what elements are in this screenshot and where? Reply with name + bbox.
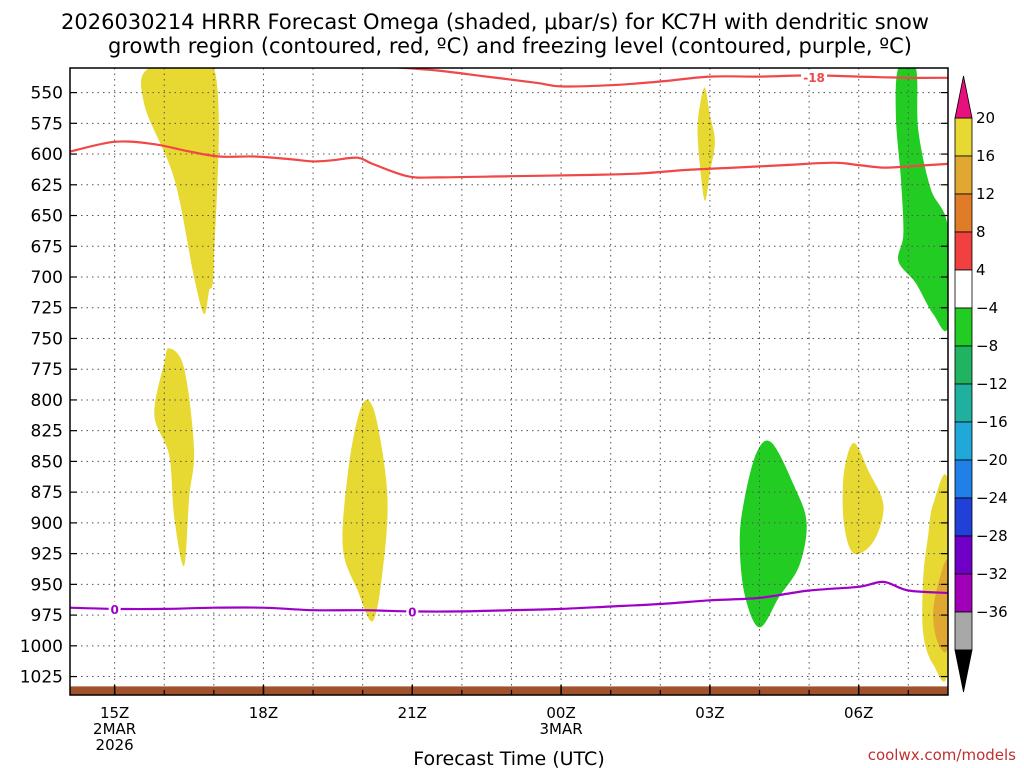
y-tick-label-550: 550 (31, 84, 63, 104)
freezing-level-label-1: 0 (408, 605, 416, 619)
y-tick-label-975: 975 (31, 606, 63, 626)
y-tick-label-725: 725 (31, 299, 63, 319)
y-axis: 550 575 600 625 650 675 700 725 750 775 800 825 850 8… (20, 84, 948, 688)
y-tick-label-600: 600 (31, 145, 63, 165)
colorbar-label-7: −12 (976, 375, 1008, 393)
y-tick-label-925: 925 (31, 545, 63, 565)
y-tick-label-800: 800 (31, 391, 63, 411)
colorbar-label-9: −20 (976, 451, 1008, 469)
colorbar-label-2: 12 (976, 185, 995, 203)
y-tick-label-750: 750 (31, 329, 63, 349)
x-axis-label: Forecast Time (UTC) (413, 748, 604, 768)
colorbar-bin-6 (954, 345, 973, 385)
colorbar-bin-5 (954, 307, 973, 347)
dgz-contour-label-bg (801, 69, 828, 84)
colorbar-bin-8 (954, 421, 973, 461)
omega-region-3 (342, 399, 388, 622)
omega-region-7 (739, 440, 807, 628)
freezing-level-contour (70, 580, 948, 613)
x-tick-label-15-2: 2026 (96, 736, 134, 754)
y-tick-label-950: 950 (31, 575, 63, 595)
y-tick-label-775: 775 (31, 360, 63, 380)
x-tick-label-30-0: 06Z (844, 704, 873, 722)
colorbar-bin-3 (954, 231, 973, 271)
plot-frame (69, 67, 949, 696)
grid-layer (70, 68, 948, 695)
chart-title-line-1: 2026030214 HRRR Forecast Omega (shaded, … (61, 10, 929, 34)
dgz-contour-label: -18 (803, 71, 825, 85)
colorbar-label-10: −24 (976, 489, 1008, 507)
colorbar-bin-9 (954, 459, 973, 499)
colorbar-bin-0 (954, 117, 973, 157)
x-tick-label-24-1: 3MAR (539, 720, 582, 738)
freezing-level-label-bg-1 (406, 604, 419, 619)
omega-region-8 (895, 68, 948, 332)
colorbar-bin-12 (954, 573, 973, 613)
omega-region-0 (141, 68, 219, 314)
colorbar-label-1: 16 (976, 147, 995, 165)
y-tick-label-625: 625 (31, 176, 63, 196)
colorbar-label-6: −8 (976, 337, 998, 355)
y-tick-label-650: 650 (31, 207, 63, 227)
x-tick-label-18-0: 18Z (249, 704, 278, 722)
y-tick-label-875: 875 (31, 483, 63, 503)
y-tick-label-825: 825 (31, 422, 63, 442)
dgz-contour-1 (70, 140, 948, 179)
omega-shading (141, 68, 948, 682)
freezing-level-label-0: 0 (110, 603, 118, 617)
colorbar-bin-2 (954, 193, 973, 233)
colorbar-label-8: −16 (976, 413, 1008, 431)
colorbar-bin-13 (954, 611, 973, 651)
terrain-layer (70, 686, 948, 695)
x-tick-label-24-0: 00Z (546, 704, 575, 722)
x-tick-label-15-1: 2MAR (93, 720, 136, 738)
colorbar-label-5: −4 (976, 299, 998, 317)
colorbar-label-3: 8 (976, 223, 986, 241)
colorbar-top-arrow (954, 75, 973, 119)
y-tick-label-1025: 1025 (20, 668, 63, 688)
colorbar-bin-4 (954, 269, 973, 309)
dgz-contour-0 (388, 68, 948, 88)
colorbar-label-13: −36 (976, 603, 1008, 621)
x-tick-label-27-0: 03Z (695, 704, 724, 722)
colorbar-label-4: 4 (976, 261, 986, 279)
colorbar-bin-11 (954, 535, 973, 575)
colorbar-label-11: −28 (976, 527, 1008, 545)
omega-region-6 (933, 559, 948, 653)
colorbar-bottom-arrow (954, 649, 973, 693)
terrain-strip (70, 686, 948, 695)
y-tick-label-900: 900 (31, 514, 63, 534)
y-tick-label-700: 700 (31, 268, 63, 288)
colorbar-label-0: 20 (976, 109, 995, 127)
omega-region-4 (842, 442, 884, 555)
x-tick-label-15-0: 15Z (100, 704, 129, 722)
y-tick-label-575: 575 (31, 114, 63, 134)
y-tick-label-1000: 1000 (20, 637, 63, 657)
contour-layer: -18 0 0 (70, 68, 948, 619)
omega-region-1 (697, 87, 715, 201)
y-tick-label-675: 675 (31, 237, 63, 257)
credit-text: coolwx.com/models (868, 746, 1016, 764)
colorbar-bin-10 (954, 497, 973, 537)
colorbar-bin-7 (954, 383, 973, 423)
colorbar-label-12: −32 (976, 565, 1008, 583)
x-tick-label-21-0: 21Z (398, 704, 427, 722)
colorbar-bin-1 (954, 155, 973, 195)
omega-region-2 (154, 348, 195, 567)
freezing-level-label-bg-0 (108, 601, 121, 616)
colorbar: 20 16 12 8 4 −4 −8 −12 −16 −20 −24 −28 −32 −36 (954, 75, 1008, 693)
y-tick-label-850: 850 (31, 452, 63, 472)
chart-title-line-2: growth region (contoured, red, ºC) and f… (108, 34, 912, 58)
